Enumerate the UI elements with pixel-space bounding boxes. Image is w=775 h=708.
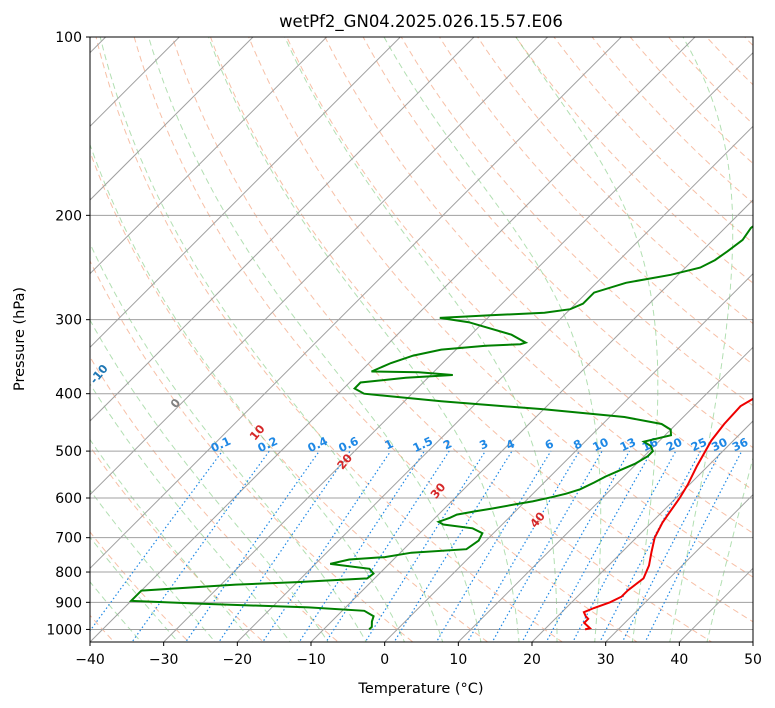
isotherm-line xyxy=(90,37,475,422)
mixing-ratio-label: 20 xyxy=(664,435,684,454)
isotherm-line xyxy=(90,37,549,496)
y-tick-label: 500 xyxy=(55,444,82,460)
x-tick-label: −30 xyxy=(149,652,179,668)
x-axis-label: Temperature (°C) xyxy=(357,681,483,697)
dry-adiabat-line xyxy=(553,37,753,244)
mixing-ratio-label: 36 xyxy=(730,435,750,454)
isotherm-line xyxy=(90,37,402,349)
mixing-ratio-line xyxy=(262,450,392,642)
mixing-ratio-label: 25 xyxy=(689,435,709,454)
x-tick-label: −10 xyxy=(296,652,326,668)
isotherm-line xyxy=(383,272,753,642)
dry-adiabat-line xyxy=(324,37,753,491)
isotherm-line xyxy=(162,51,753,642)
y-tick-label: 600 xyxy=(55,491,82,507)
x-tick-label: 30 xyxy=(597,652,615,668)
y-tick-label: 1000 xyxy=(46,622,82,638)
dry-adiabat-line xyxy=(90,356,339,642)
y-tick-label: 800 xyxy=(55,565,82,581)
isotherm-line xyxy=(90,37,696,642)
isotherm-line xyxy=(604,493,753,642)
isotherm-line xyxy=(90,37,623,570)
temperature-line xyxy=(582,397,753,631)
x-tick-label: 20 xyxy=(523,652,541,668)
sounding-profiles xyxy=(128,225,753,631)
mixing-ratio-label: 13 xyxy=(618,435,638,454)
moist-adiabat-line xyxy=(515,37,659,642)
x-tick-label: 40 xyxy=(670,652,688,668)
mixing-ratio-line xyxy=(131,450,270,642)
mixing-ratio-label: 30 xyxy=(709,435,729,454)
isotherm-line xyxy=(531,420,753,642)
y-tick-label: 100 xyxy=(55,30,82,46)
dry-adiabat-line xyxy=(171,37,713,642)
mixing-ratio-line xyxy=(298,450,425,642)
y-tick-label: 900 xyxy=(55,595,82,611)
mixing-ratio-line xyxy=(218,450,351,642)
dry-adiabat-line xyxy=(515,37,753,284)
moist-adiabat-line xyxy=(90,319,329,642)
dry-adiabat-line xyxy=(591,37,753,204)
dry-adiabat-line xyxy=(362,37,753,449)
y-tick-label: 400 xyxy=(55,387,82,403)
x-axis-ticks: −40 −30 −20 −10 0 10 20 30 40 50 xyxy=(75,642,762,668)
x-tick-label: −40 xyxy=(75,652,105,668)
dry-adiabat-line xyxy=(90,259,414,642)
dry-adiabat-line xyxy=(133,37,638,642)
y-axis-label: Pressure (hPa) xyxy=(12,287,28,391)
isotherm-line xyxy=(90,37,328,275)
moist-adiabat-line xyxy=(284,37,558,642)
dry-adiabat-line xyxy=(95,37,564,642)
x-tick-label: 50 xyxy=(744,652,762,668)
moist-adiabat-line xyxy=(669,37,734,642)
mixing-ratio-line xyxy=(466,450,580,642)
dry-adiabat-line xyxy=(286,37,753,534)
y-tick-label: 200 xyxy=(55,208,82,224)
background-lines xyxy=(90,37,753,642)
dewpoint-line xyxy=(128,225,753,631)
mixing-ratio-line xyxy=(435,450,552,642)
chart-title: wetPf2_GN04.2025.026.15.57.E06 xyxy=(279,12,563,32)
isotherm-line xyxy=(457,346,753,642)
dry-adiabat-line xyxy=(400,37,753,407)
dry-adiabat-line xyxy=(90,531,190,642)
mixing-ratio-line xyxy=(325,450,450,642)
mixing-ratio-line xyxy=(545,450,653,642)
x-tick-label: −20 xyxy=(223,652,253,668)
plot-frame xyxy=(89,36,754,643)
mixing-ratio-line xyxy=(644,450,743,642)
x-tick-label: 0 xyxy=(380,652,389,668)
moist-adiabat-line xyxy=(383,37,602,642)
x-tick-label: 10 xyxy=(449,652,467,668)
isotherm-line xyxy=(90,37,254,201)
mixing-ratio-line xyxy=(185,450,320,642)
dry-adiabat-line xyxy=(248,37,753,578)
y-tick-label: 300 xyxy=(55,313,82,329)
moist-adiabat-line xyxy=(148,37,482,642)
moist-adiabat-line xyxy=(208,37,520,642)
isotherm-line xyxy=(236,125,753,642)
isotherm-line xyxy=(310,199,753,642)
y-tick-label: 700 xyxy=(55,531,82,547)
y-axis-ticks: 100 200 300 400 500 600 700 800 900 1000 xyxy=(46,30,90,638)
mixing-ratio-line xyxy=(491,450,603,642)
mixing-ratio-label: 10 xyxy=(590,435,610,454)
dry-adiabat-line xyxy=(209,37,753,623)
